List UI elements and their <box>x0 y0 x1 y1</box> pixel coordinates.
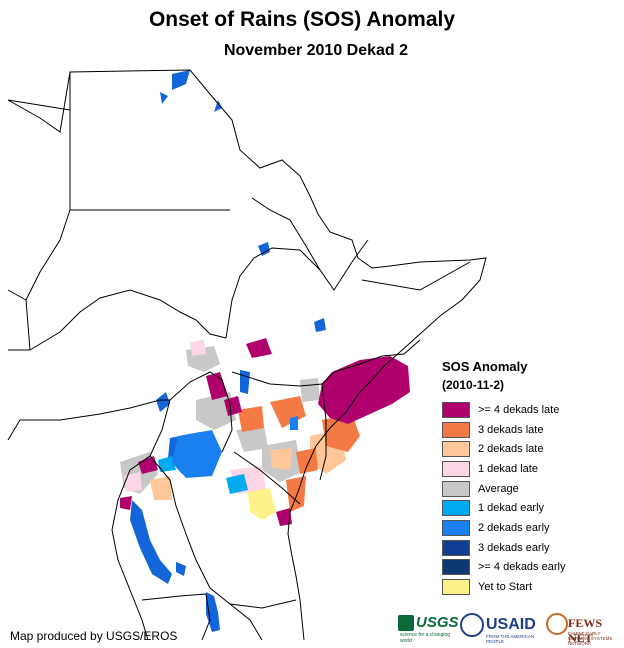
usgs-logo-text: USGS <box>416 614 459 631</box>
lake-tana <box>314 318 326 332</box>
legend-swatch <box>442 519 470 536</box>
legend-item: >= 4 dekads early <box>442 558 617 578</box>
legend-swatch <box>442 579 470 596</box>
legend-swatch <box>442 559 470 576</box>
legend-item: >= 4 dekads late <box>442 400 617 420</box>
anomaly-regions <box>120 338 410 526</box>
legend-swatch <box>442 460 470 477</box>
fewsnet-logo: FEWS NET FAMINE EARLY WARNING SYSTEMS NE… <box>546 612 620 646</box>
legend-label: 2 dekads late <box>478 443 544 456</box>
legend-item: 3 dekads early <box>442 538 617 558</box>
yet-to-start-region <box>248 488 276 520</box>
legend-label: 2 dekads early <box>478 521 550 534</box>
lake-albert <box>156 392 170 412</box>
border-kenya-tanzania <box>233 451 301 505</box>
border-ethiopia-kenya <box>231 371 335 387</box>
four-dekads-late-region <box>120 338 410 526</box>
legend-label: Yet to Start <box>478 581 533 594</box>
legend: SOS Anomaly (2010-11-2) >= 4 dekads late… <box>442 358 617 597</box>
map-title: Onset of Rains (SOS) Anomaly <box>148 8 456 31</box>
usgs-mark-icon <box>398 615 414 631</box>
legend-item: 1 dekad early <box>442 498 617 518</box>
legend-label: 3 dekads early <box>478 541 550 554</box>
usgs-tagline: science for a changing world <box>400 632 451 644</box>
legend-label: 1 dekad early <box>478 502 545 515</box>
legend-title: SOS Anomaly <box>442 359 528 374</box>
two-dekads-early-region <box>172 416 298 478</box>
legend-swatch <box>442 421 470 438</box>
one-dekad-early-region <box>158 456 248 494</box>
usaid-seal-icon <box>460 613 484 637</box>
legend-label: 1 dekad late <box>478 462 538 475</box>
red-sea <box>160 70 222 112</box>
logos: USGS science for a changing world USAID … <box>398 612 620 646</box>
border-djibouti <box>351 239 369 263</box>
border-drc <box>20 399 171 641</box>
legend-label: Average <box>478 482 519 495</box>
legend-swatch <box>442 480 470 497</box>
lake-tanganyika <box>130 500 172 584</box>
one-dekad-late-region <box>124 340 266 494</box>
legend-label: >= 4 dekads early <box>478 561 566 574</box>
usgs-logo: USGS science for a changing world <box>398 612 459 644</box>
three-dekads-late-region <box>238 396 360 512</box>
usaid-tagline: FROM THE AMERICAN PEOPLE <box>486 634 535 644</box>
legend-item: 2 dekads early <box>442 518 617 538</box>
legend-label: >= 4 dekads late <box>478 403 560 416</box>
credit-text: Map produced by USGS/EROS <box>10 629 178 643</box>
fewsnet-seal-icon <box>546 613 568 635</box>
lake-nasser <box>258 242 270 256</box>
water-bodies <box>124 70 326 632</box>
legend-swatch <box>442 401 470 418</box>
lake-turkana <box>240 370 250 394</box>
legend-item: Yet to Start <box>442 577 617 597</box>
legend-item: 1 dekad late <box>442 459 617 479</box>
legend-swatch <box>442 441 470 458</box>
legend-items: >= 4 dekads late 3 dekads late 2 dekads la… <box>442 400 617 597</box>
legend-date: (2010-11-2) <box>442 378 505 392</box>
border-mozambique <box>229 603 263 641</box>
border-kenya-somalia <box>319 383 327 481</box>
legend-swatch <box>442 539 470 556</box>
lake-rukwa <box>176 562 186 576</box>
legend-label: 3 dekads late <box>478 423 544 436</box>
fewsnet-logo-text: FEWS NET <box>568 616 603 645</box>
border-uganda <box>169 371 233 453</box>
border-libya <box>7 99 71 111</box>
legend-item: 3 dekads late <box>442 420 617 440</box>
border-somaliland <box>361 261 471 291</box>
border-zambia-malawi <box>141 593 211 641</box>
usaid-logo-text: USAID <box>486 616 536 633</box>
borders <box>7 69 487 641</box>
legend-item: 2 dekads late <box>442 439 617 459</box>
coastline-red-sea <box>7 69 487 641</box>
border-chad-sudan <box>25 209 71 351</box>
fewsnet-tagline: FAMINE EARLY WARNING SYSTEMS NETWORK <box>568 631 613 646</box>
border-egypt-sudan <box>69 72 230 211</box>
border-tanzania-west <box>149 455 297 609</box>
border-sudan-ethiopia <box>225 247 353 339</box>
usaid-logo: USAID FROM THE AMERICAN PEOPLE <box>460 612 542 644</box>
map-subtitle: November 2010 Dekad 2 <box>223 42 409 59</box>
border-eritrea <box>251 197 321 271</box>
border-sudan-south <box>29 289 227 351</box>
average-region <box>120 346 320 494</box>
border-ethiopia-somalia <box>333 339 421 373</box>
border-car-cameroon <box>7 289 30 441</box>
legend-swatch <box>442 500 470 517</box>
legend-item: Average <box>442 479 617 499</box>
